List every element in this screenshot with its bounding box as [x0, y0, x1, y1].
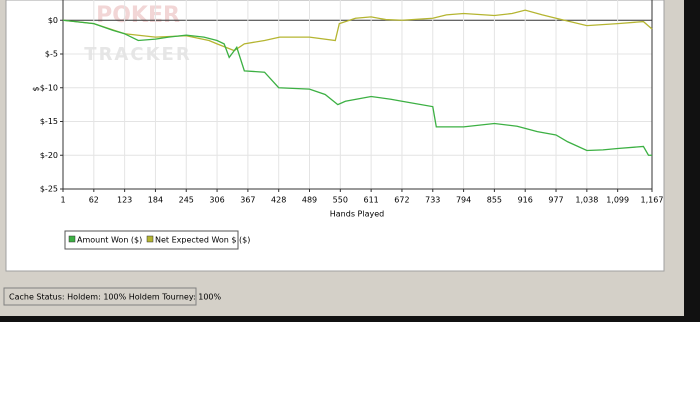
x-tick-label: 977	[548, 196, 563, 205]
x-tick-label: 1	[60, 196, 65, 205]
x-tick-label: 306	[209, 196, 224, 205]
y-tick-label: $-25	[40, 185, 58, 194]
y-tick-label: $-15	[40, 117, 58, 126]
x-tick-label: 428	[271, 196, 286, 205]
y-tick-label: $-20	[40, 151, 58, 160]
x-axis-label: Hands Played	[330, 210, 384, 219]
y-tick-label: $-5	[45, 50, 58, 59]
plot: $0 $-5 $-10 $-15 $-20 $-251 62 123 184 245 306 367 4…	[40, 0, 664, 205]
x-tick-label: 62	[89, 196, 99, 205]
x-tick-label: 916	[518, 196, 533, 205]
x-tick-label: 733	[425, 196, 440, 205]
watermark: POKER	[96, 3, 180, 28]
status-bar	[3, 287, 197, 306]
series-line	[62, 9, 653, 52]
legend-swatch	[68, 235, 76, 243]
y-axis-label: $	[32, 86, 41, 91]
legend-label: Net Expected Won $ ($)	[155, 236, 250, 245]
x-tick-label: 367	[240, 196, 255, 205]
x-tick-label: 1,099	[606, 196, 629, 205]
x-tick-label: 550	[333, 196, 348, 205]
window-bottom-edge	[0, 316, 700, 322]
x-tick-label: 123	[117, 196, 132, 205]
legend-label: Amount Won ($)	[77, 236, 142, 245]
chart-panel	[5, 0, 665, 272]
y-tick-label: $-10	[40, 83, 58, 92]
y-tick-label: $0	[48, 16, 58, 25]
x-tick-label: 245	[179, 196, 194, 205]
legend-swatch	[146, 235, 154, 243]
x-tick-label: 1,038	[575, 196, 598, 205]
x-tick-label: 1,167	[641, 196, 664, 205]
x-tick-label: 855	[487, 196, 502, 205]
x-tick-label: 184	[148, 196, 163, 205]
x-tick-label: 489	[302, 196, 317, 205]
x-tick-label: 794	[456, 196, 471, 205]
x-tick-label: 611	[363, 196, 378, 205]
series-line	[62, 19, 652, 156]
window-edge	[684, 0, 700, 322]
status-text: Cache Status: Holdem: 100% Holdem Tourne…	[9, 293, 221, 302]
x-tick-label: 672	[394, 196, 409, 205]
